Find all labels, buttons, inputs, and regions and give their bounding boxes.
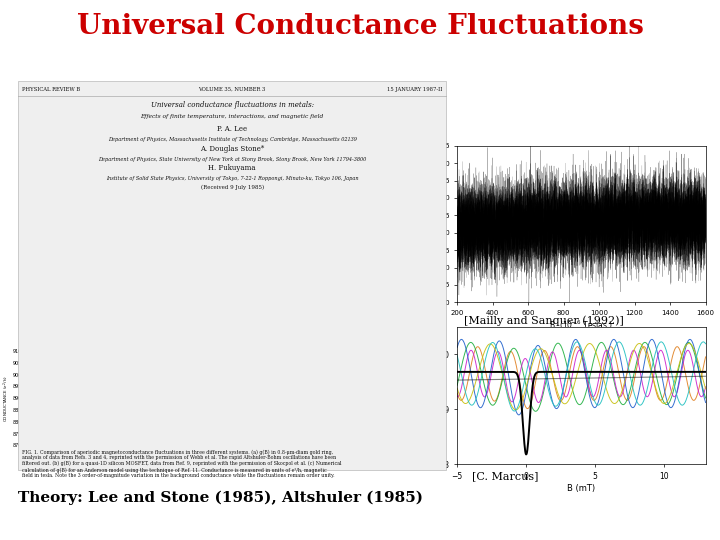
Y-axis label: condudance [$e^2/h$]: condudance [$e^2/h$]	[422, 362, 435, 429]
Text: 15 JANUARY 1987-II: 15 JANUARY 1987-II	[387, 87, 443, 92]
Text: [Mailly and Sanquer (1992)]: [Mailly and Sanquer (1992)]	[464, 316, 624, 327]
Text: [C. Marcus]: [C. Marcus]	[472, 471, 538, 481]
Text: VOLUME 35, NUMBER 3: VOLUME 35, NUMBER 3	[199, 87, 266, 92]
Text: PHYSICAL REVIEW B: PHYSICAL REVIEW B	[22, 87, 80, 92]
Text: P. A. Lee: P. A. Lee	[217, 125, 247, 133]
Text: Universal conductance fluctuations in metals:: Universal conductance fluctuations in me…	[150, 101, 314, 109]
Text: (a): (a)	[35, 357, 45, 366]
Text: (b): (b)	[159, 357, 170, 366]
X-axis label: B  ($10^{-6}$ Teslas ): B ($10^{-6}$ Teslas )	[549, 319, 613, 332]
Text: Universal Conductance Fluctuations: Universal Conductance Fluctuations	[76, 14, 644, 40]
Text: A. Douglas Stone*: A. Douglas Stone*	[200, 145, 264, 153]
Text: Department of Physics, State University of New York at Stony Brook, Stony Brook,: Department of Physics, State University …	[98, 157, 366, 162]
X-axis label: B (T): B (T)	[203, 455, 215, 461]
Text: FIG. 1. Comparison of aperiodic magnetoconductance fluctuations in three differe: FIG. 1. Comparison of aperiodic magnetoc…	[22, 449, 341, 478]
Y-axis label: CONDUCTANCE ($e^2/h$): CONDUCTANCE ($e^2/h$)	[1, 375, 11, 422]
Text: Theory: Lee and Stone (1985), Altshuler (1985): Theory: Lee and Stone (1985), Altshuler …	[18, 490, 423, 505]
Text: Department of Physics, Massachusetts Institute of Technology, Cambridge, Massach: Department of Physics, Massachusetts Ins…	[108, 138, 356, 143]
Text: (Received 9 July 1985): (Received 9 July 1985)	[201, 185, 264, 190]
Text: Institute of Solid State Physics, University of Tokyo, 7-22-1 Roppongi, Minato-k: Institute of Solid State Physics, Univer…	[106, 176, 359, 181]
Text: H. Fukuyama: H. Fukuyama	[208, 164, 256, 172]
Y-axis label: G [$e^2/h$]: G [$e^2/h$]	[418, 208, 431, 240]
X-axis label: B (T): B (T)	[328, 455, 340, 461]
Text: (c): (c)	[284, 357, 294, 366]
X-axis label: B (mT): B (mT)	[567, 484, 595, 493]
X-axis label: B (T): B (T)	[78, 455, 91, 461]
FancyBboxPatch shape	[18, 81, 446, 470]
Text: Effects of finite temperature, interactions, and magnetic field: Effects of finite temperature, interacti…	[140, 114, 324, 119]
